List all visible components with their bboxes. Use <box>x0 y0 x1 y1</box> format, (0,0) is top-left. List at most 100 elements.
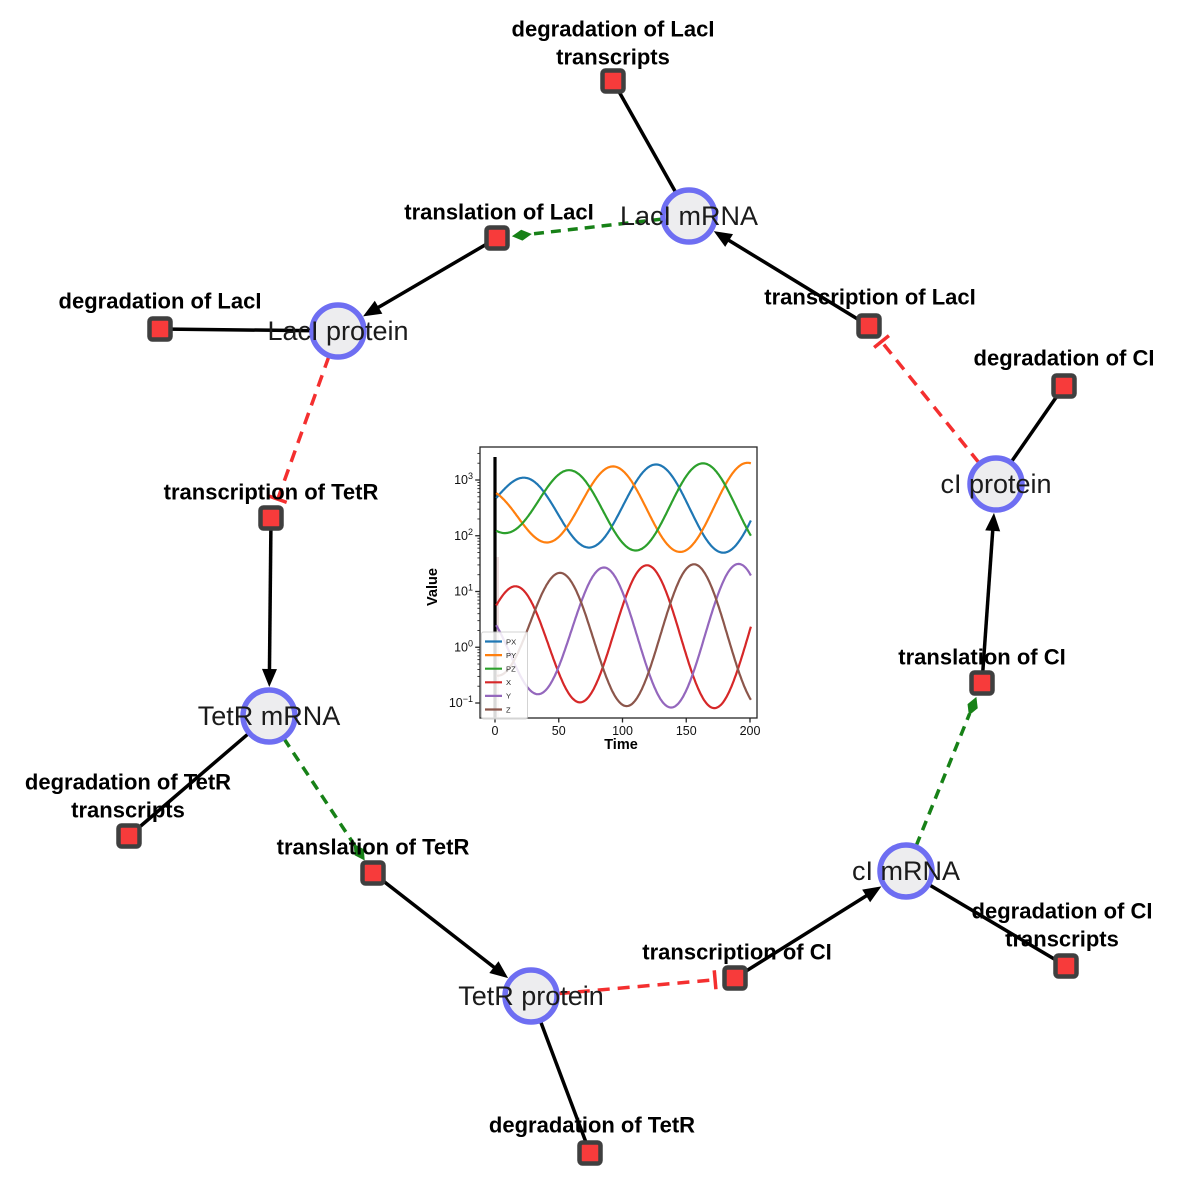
y-tick-label: 102 <box>454 527 473 543</box>
axis-ticks: 0 50 100 150 200 103 102 101 100 10−1 <box>449 452 761 738</box>
edges-layer <box>127 80 1067 1154</box>
reaction-label-line: translation of TetR <box>276 834 470 860</box>
reaction-label-translation-of-tetr: translation of TetR <box>277 833 470 861</box>
edge-production-transcription-of-tetr-tetr-mrna <box>261 517 277 688</box>
species-node-ci-protein[interactable] <box>967 455 1025 513</box>
legend-label-Z: Z <box>506 705 511 714</box>
legend-box <box>481 631 528 720</box>
edge-inhibition-laci-protein-transcription-of-tetr <box>268 355 331 505</box>
reaction-label-degradation-of-ci: degradation of CI <box>974 344 1155 372</box>
reaction-node-degradation-of-ci-transcripts[interactable] <box>1053 953 1079 979</box>
edge-production-transcription-of-laci-laci-mrna <box>713 231 870 328</box>
edge-consumption-ci-mrna-degradation-of-ci-transcripts <box>905 869 1067 968</box>
reaction-node-degradation-of-ci[interactable] <box>1051 373 1077 399</box>
reaction-label-translation-of-ci: translation of CI <box>898 643 1065 671</box>
y-tick-label: 101 <box>454 583 473 599</box>
reaction-label-line: transcription of CI <box>642 939 832 965</box>
reaction-node-transcription-of-tetr[interactable] <box>258 505 284 531</box>
x-tick-label: 100 <box>612 724 633 738</box>
species-label-tetr-protein: TetR protein <box>458 980 604 1011</box>
reaction-label-line: degradation of LacI <box>58 288 262 314</box>
reaction-label-degradation-of-ci-transcripts: degradation of CI transcripts <box>972 898 1153 953</box>
reaction-label-line: transcripts <box>556 44 670 69</box>
reaction-node-transcription-of-ci[interactable] <box>722 965 748 991</box>
species-node-tetr-mrna[interactable] <box>240 687 298 745</box>
legend-label-PZ: PZ <box>506 665 516 674</box>
axes-frame <box>479 446 758 719</box>
edge-production-translation-of-laci-laci-protein <box>363 236 498 317</box>
reaction-label-line: degradation of TetR <box>24 769 232 795</box>
edge-production-translation-of-tetr-tetr-protein <box>371 871 509 979</box>
plot-curves <box>495 461 752 710</box>
reaction-label-line: transcripts <box>1005 926 1119 951</box>
reaction-label-line: degradation of CI <box>973 345 1155 371</box>
x-tick-label: 50 <box>552 724 566 738</box>
nodes-layer <box>116 68 1079 1166</box>
reaction-label-line: degradation of TetR <box>488 1112 696 1138</box>
edge-catalysis-laci-mrna-translation-of-laci <box>511 217 663 241</box>
reaction-label-line: degradation of CI <box>971 898 1153 924</box>
series-curve-Z <box>496 563 752 708</box>
series-curve-PX <box>495 463 752 554</box>
x-axis-title: Time <box>604 737 638 753</box>
reaction-node-translation-of-laci[interactable] <box>484 225 510 251</box>
reaction-label-line: translation of LacI <box>404 199 594 225</box>
edge-inhibition-tetr-protein-transcription-of-ci <box>557 970 718 996</box>
legend-label-Y: Y <box>506 692 511 701</box>
x-tick-label: 0 <box>492 724 499 738</box>
x-tick-label: 150 <box>676 724 697 738</box>
reaction-node-translation-of-tetr[interactable] <box>360 860 386 886</box>
series-curve-PZ <box>495 462 752 552</box>
reaction-label-degradation-of-tetr: degradation of TetR <box>489 1111 695 1139</box>
reaction-node-degradation-of-laci[interactable] <box>147 316 173 342</box>
reaction-node-transcription-of-laci[interactable] <box>856 313 882 339</box>
edge-catalysis-ci-mrna-translation-of-ci <box>914 696 978 847</box>
species-node-laci-mrna[interactable] <box>660 187 718 245</box>
legend-label-X: X <box>506 678 511 687</box>
species-label-laci-protein: LacI protein <box>267 315 409 346</box>
series-curve-Y <box>495 562 752 709</box>
species-node-tetr-protein[interactable] <box>502 967 560 1025</box>
reaction-label-transcription-of-tetr: transcription of TetR <box>164 478 379 506</box>
species-node-ci-mrna[interactable] <box>877 842 935 900</box>
reaction-label-line: transcription of TetR <box>163 479 379 505</box>
reaction-node-degradation-of-laci-transcripts[interactable] <box>600 68 626 94</box>
reaction-label-degradation-of-laci-transcripts: degradation of LacI transcripts <box>512 16 715 71</box>
reaction-label-line: transcription of LacI <box>764 284 976 310</box>
plot-legend: PX PY PZ XYZ <box>481 631 528 720</box>
edge-consumption-laci-protein-degradation-of-laci <box>159 327 339 333</box>
x-tick-label: 200 <box>740 724 761 738</box>
legend-label-PY: PY <box>506 651 516 660</box>
species-label-ci-protein: cI protein <box>940 468 1052 499</box>
species-label-tetr-mrna: TetR mRNA <box>197 700 341 731</box>
edge-consumption-tetr-mrna-degradation-of-tetr-transcripts <box>127 714 271 838</box>
series-curve-X <box>495 564 752 710</box>
timeseries-inset-chart: 0 50 100 150 200 103 102 101 100 10−1 Time Value … <box>425 437 775 767</box>
reaction-label-transcription-of-laci: transcription of LacI <box>764 283 975 311</box>
edge-inhibition-ci-protein-transcription-of-laci <box>873 334 981 465</box>
reaction-label-degradation-of-tetr-transcripts: degradation of TetR transcripts <box>25 769 231 824</box>
reaction-label-line: transcripts <box>71 797 185 822</box>
legend-label-PX: PX <box>506 637 516 646</box>
y-tick-label: 103 <box>454 471 473 487</box>
species-node-laci-protein[interactable] <box>309 302 367 360</box>
species-label-ci-mrna: cI mRNA <box>852 855 960 886</box>
reaction-label-line: degradation of LacI <box>511 16 715 42</box>
edge-production-transcription-of-ci-ci-mrna <box>734 886 882 980</box>
reaction-label-degradation-of-laci: degradation of LacI <box>59 287 262 315</box>
reaction-label-translation-of-laci: translation of LacI <box>404 198 593 226</box>
reaction-node-translation-of-ci[interactable] <box>969 670 995 696</box>
series-curve-PY <box>495 461 752 553</box>
edge-catalysis-tetr-mrna-translation-of-tetr <box>282 737 365 861</box>
y-tick-label: 10−1 <box>449 694 473 710</box>
reaction-label-transcription-of-ci: transcription of CI <box>642 938 831 966</box>
reaction-node-degradation-of-tetr-transcripts[interactable] <box>116 823 142 849</box>
species-label-laci-mrna: LacI mRNA <box>619 200 759 231</box>
reaction-node-degradation-of-tetr[interactable] <box>577 1140 603 1166</box>
y-tick-label: 100 <box>454 638 473 654</box>
reaction-label-line: translation of CI <box>898 644 1066 670</box>
y-axis-title: Value <box>425 568 441 606</box>
